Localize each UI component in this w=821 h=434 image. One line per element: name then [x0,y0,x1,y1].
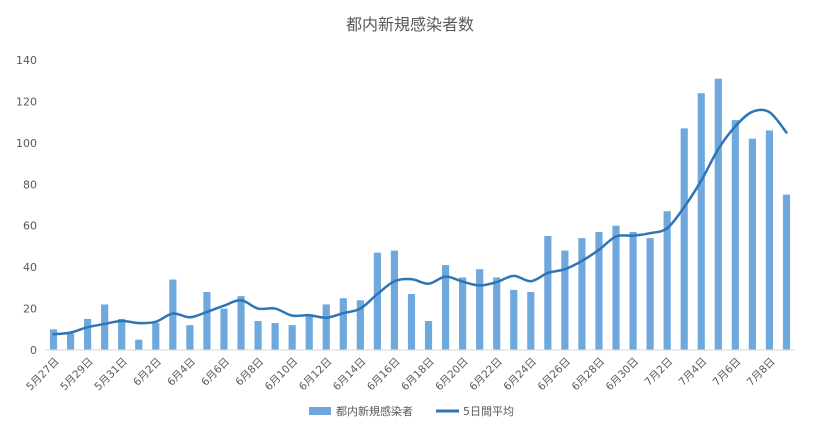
bar [407,294,416,350]
legend-bar-label: 都内新規感染者 [336,404,413,418]
bar [748,138,756,350]
bar [339,298,347,350]
x-tick-label: 6月30日 [604,356,642,394]
bar [731,120,739,350]
y-axis: 0 20 40 60 80 100 120 140 [16,54,37,357]
bar [663,211,671,350]
bar [220,308,228,350]
chart-title: 都内新規感染者数 [346,15,474,34]
bar [135,339,143,350]
bar [697,93,705,350]
bar [544,236,552,350]
legend: 都内新規感染者 5日間平均 [309,404,514,418]
y-tick-label: 0 [30,344,37,357]
bar [305,314,313,350]
average-line [52,108,788,336]
bar [186,325,194,350]
bar [476,269,484,350]
bar [714,78,722,350]
bar [459,277,467,350]
x-tick-label: 6月10日 [263,356,301,394]
x-tick-label: 7月6日 [711,356,744,389]
bar [680,128,688,350]
bar [322,304,330,350]
x-tick-label: 5月29日 [58,356,96,394]
x-tick-label: 6月20日 [433,356,471,394]
bar [493,277,501,350]
bar [629,231,637,350]
bar [66,333,75,350]
bar [441,265,450,350]
line-series [52,108,788,336]
bar-series [49,78,791,350]
x-tick-label: 5月31日 [92,356,130,394]
x-tick-label: 6月12日 [297,356,335,394]
bar [612,225,620,350]
y-tick-label: 60 [23,220,37,233]
bar [782,194,791,350]
x-tick-label: 6月2日 [131,356,164,389]
y-tick-label: 140 [16,54,37,67]
x-tick-label: 7月2日 [642,356,675,389]
x-tick-label: 6月8日 [233,356,266,389]
bar [765,130,774,350]
y-tick-label: 20 [23,303,37,316]
bar [390,250,399,350]
bar [578,238,586,350]
x-tick-label: 6月16日 [365,356,403,394]
bar [254,321,262,350]
y-tick-label: 100 [16,137,37,150]
legend-line-label: 5日間平均 [463,405,514,418]
x-tick-label: 6月18日 [399,356,437,394]
bar [49,329,58,350]
x-tick-label: 7月4日 [677,356,710,389]
x-tick-label: 6月26日 [535,356,573,394]
bar [527,292,535,350]
bar [152,323,160,350]
bar [356,300,364,350]
bar [646,238,654,350]
x-tick-label: 6月24日 [501,356,539,394]
bar [101,304,109,350]
bar [373,252,381,350]
bar [118,318,126,350]
bar [288,325,296,350]
x-tick-label: 6月4日 [165,356,198,389]
bar [561,250,569,350]
x-tick-label: 6月22日 [467,356,505,394]
x-tick-label: 7月8日 [745,356,778,389]
bar [595,231,603,350]
bar [203,292,211,350]
x-tick-label: 6月6日 [199,356,232,389]
x-tick-label: 6月28日 [570,356,608,394]
bar [237,296,245,350]
x-tick-label: 5月27日 [24,356,62,394]
bar [271,323,279,350]
bar [510,289,518,350]
legend-bar-swatch [309,407,331,415]
bar [84,318,92,350]
y-tick-label: 120 [16,95,37,108]
bar [424,321,433,350]
x-tick-label: 6月14日 [331,356,369,394]
y-tick-label: 40 [23,261,37,274]
y-tick-label: 80 [23,178,37,191]
